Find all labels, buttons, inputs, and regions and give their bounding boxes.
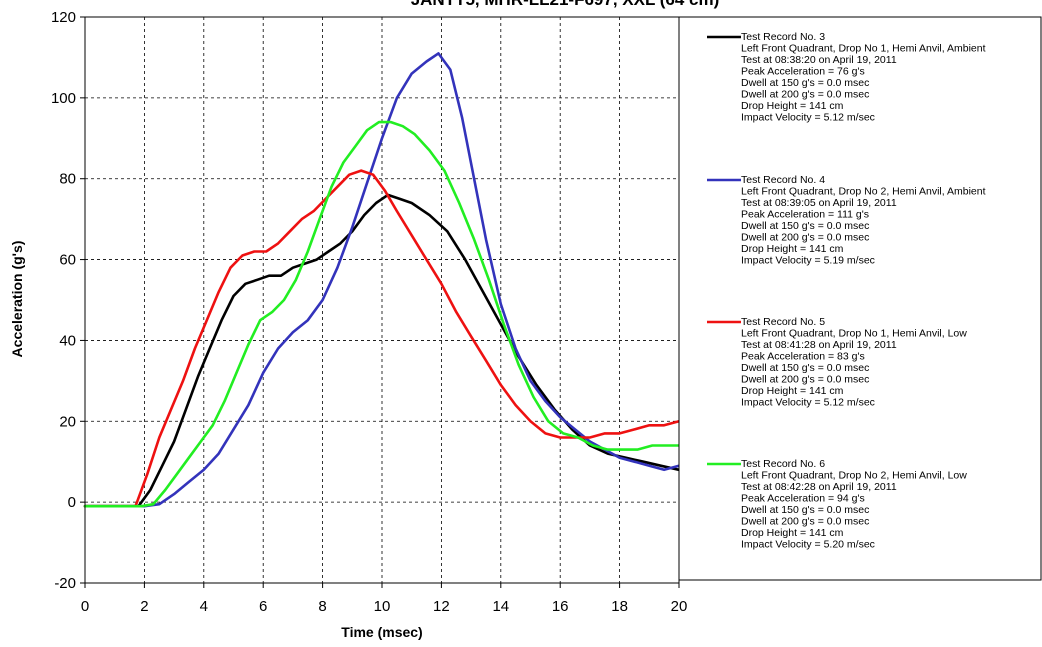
legend-name: Test Record No. 6 [741,458,825,470]
legend-detail: Peak Acceleration = 111 g's [741,209,869,221]
legend-name: Test Record No. 4 [741,174,825,186]
legend-detail: Test at 08:39:05 on April 19, 2011 [741,197,897,209]
x-tick-label: 20 [671,598,688,615]
legend-detail: Dwell at 150 g's = 0.0 msec [741,220,869,232]
x-tick-label: 4 [200,598,208,615]
series-line-record-6 [83,120,681,508]
y-tick-label: 80 [59,171,76,188]
legend-detail: Dwell at 200 g's = 0.0 msec [741,516,869,528]
legend-detail: Dwell at 150 g's = 0.0 msec [741,77,869,89]
legend-detail: Dwell at 150 g's = 0.0 msec [741,362,869,374]
legend-detail: Left Front Quadrant, Drop No 1, Hemi Anv… [741,43,986,55]
legend-detail: Impact Velocity = 5.19 m/sec [741,255,875,267]
y-tick-label: 20 [59,413,76,430]
legend-name: Test Record No. 5 [741,316,825,328]
y-tick-label: 60 [59,252,76,269]
x-tick-label: 6 [259,598,267,615]
y-axis-ticks: -20 0 20 40 60 80 100 120 [51,9,85,592]
legend-detail: Test at 08:42:28 on April 19, 2011 [741,481,897,493]
legend-detail: Dwell at 150 g's = 0.0 msec [741,504,869,516]
legend-box [678,16,1042,581]
x-tick-label: 8 [318,598,326,615]
x-tick-label: 10 [374,598,391,615]
legend-detail: Left Front Quadrant, Drop No 1, Hemi Anv… [741,328,967,340]
chart-title: JANTT5, MHR-LL21-F697, XXL (64 cm) [411,0,720,9]
y-axis-title: Acceleration (g's) [9,241,25,358]
x-tick-label: 14 [492,598,509,615]
legend-detail: Impact Velocity = 5.20 m/sec [741,539,875,551]
y-tick-label: 100 [51,90,76,107]
legend-detail: Test at 08:41:28 on April 19, 2011 [741,339,897,351]
legend-detail: Peak Acceleration = 83 g's [741,351,865,363]
y-tick-label: -20 [54,575,76,592]
legend-detail: Drop Height = 141 cm [741,527,844,539]
legend-detail: Impact Velocity = 5.12 m/sec [741,112,875,124]
legend-detail: Dwell at 200 g's = 0.0 msec [741,89,869,101]
x-axis-title: Time (msec) [341,624,422,640]
y-tick-label: 40 [59,332,76,349]
legend-detail: Peak Acceleration = 94 g's [741,493,865,505]
legend-detail: Left Front Quadrant, Drop No 2, Hemi Anv… [741,470,967,482]
legend-detail: Dwell at 200 g's = 0.0 msec [741,374,869,386]
x-tick-label: 18 [611,598,628,615]
legend-detail: Drop Height = 141 cm [741,243,844,255]
legend-detail: Drop Height = 141 cm [741,385,844,397]
series-lines [83,52,681,508]
y-tick-label: 120 [51,9,76,26]
legend-detail: Test at 08:38:20 on April 19, 2011 [741,54,897,66]
legend-detail: Peak Acceleration = 76 g's [741,66,865,78]
x-tick-label: 12 [433,598,450,615]
x-tick-label: 16 [552,598,569,615]
x-tick-label: 0 [81,598,89,615]
legend-detail: Drop Height = 141 cm [741,100,844,112]
legend-detail: Left Front Quadrant, Drop No 2, Hemi Anv… [741,186,986,198]
y-tick-label: 0 [68,494,76,511]
legend-detail: Impact Velocity = 5.12 m/sec [741,397,875,409]
x-tick-label: 2 [140,598,148,615]
legend-name: Test Record No. 3 [741,31,825,43]
legend-detail: Dwell at 200 g's = 0.0 msec [741,232,869,244]
x-axis-ticks: 0 2 4 6 8 10 12 14 16 18 20 [81,583,688,615]
